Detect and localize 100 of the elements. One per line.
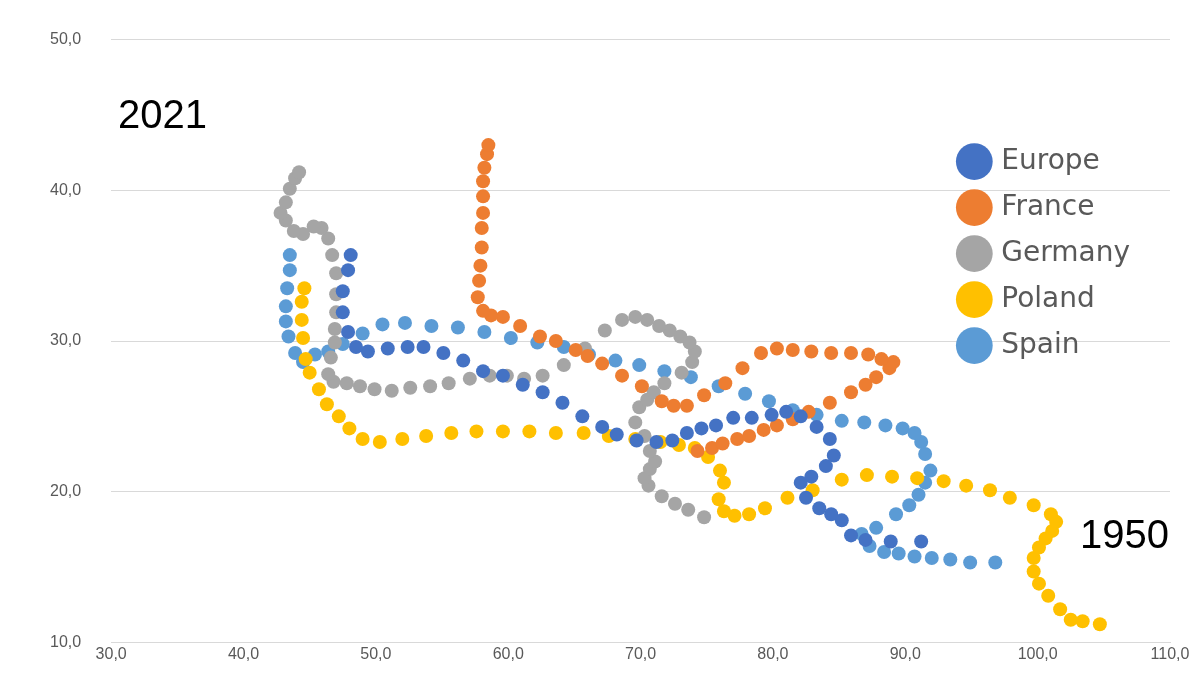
point	[785, 343, 800, 358]
point	[403, 380, 418, 395]
point	[1041, 588, 1056, 603]
x-tick-label: 80,0	[757, 645, 789, 663]
point	[595, 356, 610, 371]
point	[812, 501, 827, 516]
point	[476, 189, 491, 204]
point	[495, 368, 510, 383]
point	[476, 364, 491, 379]
point	[469, 424, 484, 439]
point	[679, 425, 694, 440]
legend-label: Germany	[1001, 234, 1131, 268]
point	[331, 409, 346, 424]
point	[834, 472, 849, 487]
legend-label: Spain	[1001, 326, 1080, 360]
point	[822, 431, 837, 446]
point	[826, 448, 841, 463]
point	[665, 433, 680, 448]
point	[834, 413, 849, 428]
point	[282, 263, 297, 278]
point	[857, 415, 872, 430]
point	[296, 330, 311, 345]
point	[628, 415, 643, 430]
point	[339, 376, 354, 391]
point	[844, 385, 859, 400]
point	[597, 323, 612, 338]
legend-label: Europe	[1001, 142, 1100, 176]
point	[450, 320, 465, 335]
point	[515, 377, 530, 392]
point	[648, 454, 663, 469]
point	[754, 346, 769, 361]
point	[711, 492, 726, 507]
point	[329, 266, 344, 281]
point	[473, 258, 488, 273]
point	[891, 546, 906, 561]
point	[355, 431, 370, 446]
point	[456, 353, 471, 368]
point	[576, 425, 591, 440]
point	[282, 181, 297, 196]
point	[595, 419, 610, 434]
point	[666, 398, 681, 413]
point	[756, 422, 771, 437]
point	[738, 386, 753, 401]
point	[349, 340, 363, 355]
point	[472, 273, 487, 288]
point	[532, 329, 547, 344]
point	[503, 330, 518, 345]
point	[462, 371, 477, 386]
point	[476, 303, 491, 318]
point	[555, 395, 570, 410]
y-tick-label: 10,0	[50, 632, 82, 650]
point	[548, 334, 563, 348]
point	[646, 385, 661, 400]
x-tick-label: 90,0	[889, 645, 921, 663]
point	[311, 382, 326, 397]
point	[730, 431, 745, 446]
point	[799, 490, 814, 505]
point	[474, 220, 489, 235]
point	[652, 318, 667, 333]
point	[742, 428, 757, 443]
point	[1026, 551, 1041, 566]
point	[367, 382, 382, 397]
point	[416, 340, 431, 355]
point	[673, 329, 688, 344]
point	[282, 248, 297, 263]
annotation: 1950	[1080, 512, 1169, 557]
point	[877, 544, 892, 559]
point	[1092, 617, 1107, 632]
point	[1002, 490, 1017, 505]
point	[982, 483, 997, 498]
point	[694, 421, 709, 436]
point	[321, 231, 336, 246]
point	[824, 346, 839, 361]
point	[654, 489, 669, 504]
point	[495, 309, 510, 324]
point	[640, 312, 655, 327]
point	[869, 370, 884, 385]
point	[297, 281, 312, 296]
point	[436, 346, 451, 361]
point	[441, 376, 456, 391]
point	[858, 532, 873, 547]
point	[575, 409, 590, 424]
point	[657, 376, 672, 391]
point	[568, 343, 583, 358]
point	[824, 507, 839, 522]
point	[327, 321, 342, 336]
point	[325, 248, 340, 263]
point	[869, 520, 884, 535]
point	[1031, 576, 1046, 591]
point	[667, 496, 682, 511]
point	[924, 551, 939, 566]
point	[384, 383, 399, 398]
point	[657, 364, 672, 379]
point	[294, 312, 309, 327]
point	[735, 361, 750, 376]
point	[907, 425, 922, 440]
point	[761, 394, 776, 409]
point	[674, 365, 689, 380]
point	[874, 352, 889, 367]
point	[294, 294, 309, 309]
